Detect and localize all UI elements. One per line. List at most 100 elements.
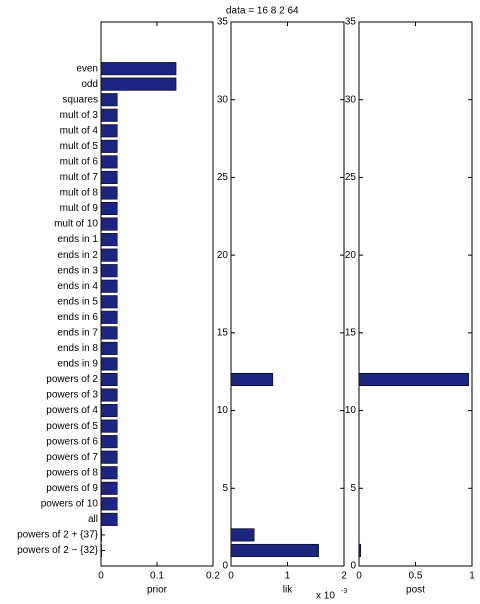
y-tick-label: powers of 8 (46, 467, 98, 478)
y-tick-label: 10 (217, 405, 229, 416)
y-tick-label: ends in 8 (57, 343, 98, 354)
y-tick-label: all (88, 514, 98, 525)
y-tick-label: 15 (217, 327, 229, 338)
bar (100, 481, 118, 495)
y-tick-label: mult of 7 (60, 172, 99, 183)
y-tick-label: ends in 6 (57, 312, 98, 323)
x-tick-label: 0.5 (409, 571, 423, 582)
y-tick-label: 20 (345, 250, 357, 261)
y-tick-label: ends in 2 (57, 250, 98, 261)
y-tick-label: powers of 4 (46, 405, 98, 416)
y-tick-label: squares (62, 94, 98, 105)
y-tick-label: 35 (345, 17, 357, 28)
x-multiplier: x 10 (316, 591, 335, 602)
y-tick-label: ends in 1 (57, 234, 98, 245)
y-tick-label: 25 (217, 172, 229, 183)
y-tick-label: powers of 9 (46, 483, 98, 494)
y-tick-label: mult of 5 (60, 141, 99, 152)
x-tick-label: 0 (356, 571, 362, 582)
bar (100, 310, 118, 324)
bar (100, 279, 118, 293)
bar (358, 372, 469, 387)
axes-box (100, 21, 214, 567)
bar (100, 108, 118, 122)
y-tick-label: ends in 3 (57, 265, 98, 276)
y-tick-label: ends in 9 (57, 359, 98, 370)
y-tick-label: ends in 4 (57, 281, 98, 292)
y-tick-label: powers of 3 (46, 390, 98, 401)
bar (100, 404, 118, 418)
y-tick-label: ends in 7 (57, 327, 98, 338)
y-tick-label: mult of 4 (60, 125, 99, 136)
bar (100, 357, 118, 371)
y-tick-label: odd (81, 79, 98, 90)
y-tick-label: 0 (350, 561, 356, 572)
x-axis-label: prior (147, 585, 168, 596)
y-tick-label: 20 (217, 250, 229, 261)
y-tick-label: 30 (217, 94, 229, 105)
x-multiplier-exponent: -3 (341, 588, 347, 595)
bar (100, 264, 118, 278)
bar (100, 62, 177, 76)
x-tick-label: 2 (341, 571, 347, 582)
bar (100, 170, 118, 184)
bar (100, 93, 118, 107)
axes-box (230, 21, 345, 567)
bar (100, 512, 118, 526)
x-tick-label: 0 (228, 571, 234, 582)
y-tick-label: powers of 10 (41, 498, 99, 509)
bar (358, 543, 361, 557)
bar (100, 233, 118, 247)
bar (100, 139, 118, 153)
y-tick-label: 10 (345, 405, 357, 416)
x-tick-label: 0 (98, 571, 104, 582)
y-tick-label: ends in 5 (57, 296, 98, 307)
y-tick-label: 5 (222, 483, 228, 494)
bar (100, 77, 177, 91)
y-tick-label: even (76, 63, 98, 74)
bar (100, 341, 118, 355)
bar (100, 450, 118, 464)
bar (100, 326, 118, 340)
y-tick-label: powers of 2 − {32} (17, 545, 99, 556)
bar (100, 388, 118, 402)
bar (100, 124, 118, 138)
y-tick-label: powers of 5 (46, 421, 98, 432)
x-tick-label: 1 (469, 571, 475, 582)
y-tick-label: powers of 6 (46, 436, 98, 447)
bar (100, 466, 118, 480)
bar (230, 372, 274, 387)
bar (100, 248, 118, 262)
y-tick-label: mult of 6 (60, 157, 99, 168)
x-axis-label: lik (283, 585, 293, 596)
axes-box (358, 21, 473, 567)
bar (100, 186, 118, 200)
x-tick-label: 0.2 (206, 571, 220, 582)
y-tick-label: powers of 2 + {37} (17, 530, 99, 541)
y-tick-label: mult of 8 (60, 188, 99, 199)
x-tick-label: 1 (285, 571, 291, 582)
y-tick-label: 0 (222, 561, 228, 572)
y-tick-label: mult of 9 (60, 203, 99, 214)
y-tick-label: 30 (345, 94, 357, 105)
bar (230, 543, 319, 557)
y-tick-label: 5 (350, 483, 356, 494)
y-tick-label: 15 (345, 327, 357, 338)
y-tick-label: powers of 2 (46, 374, 98, 385)
bar (100, 419, 118, 433)
bar (100, 155, 118, 169)
x-axis-label: post (406, 585, 425, 596)
bar (230, 528, 255, 542)
y-tick-label: mult of 3 (60, 110, 99, 121)
bar (100, 217, 118, 231)
bar (100, 543, 102, 557)
y-tick-label: 25 (345, 172, 357, 183)
bar (100, 435, 118, 449)
bar (100, 201, 118, 216)
bar (100, 372, 118, 387)
bar (100, 497, 118, 511)
x-tick-label: 0.1 (150, 571, 164, 582)
bar (100, 295, 118, 309)
y-tick-label: 35 (217, 17, 229, 28)
y-tick-label: powers of 7 (46, 452, 98, 463)
